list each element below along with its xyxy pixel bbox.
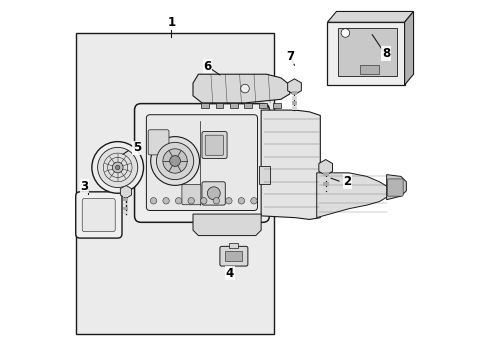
Text: 3: 3 [80, 180, 88, 193]
Circle shape [112, 162, 123, 173]
Bar [273, 103, 281, 108]
Bar [123, 194, 128, 197]
Circle shape [163, 149, 187, 173]
Bar [292, 86, 297, 90]
Circle shape [175, 198, 182, 204]
Bar [123, 203, 128, 206]
Polygon shape [259, 166, 270, 184]
Polygon shape [387, 175, 406, 200]
Circle shape [116, 165, 120, 170]
Circle shape [92, 141, 144, 193]
Bar [323, 187, 329, 191]
Circle shape [341, 29, 350, 37]
Bar [292, 91, 297, 95]
Bar [323, 172, 329, 176]
Bar [245, 103, 252, 108]
Bar [323, 182, 329, 186]
Bar [229, 243, 238, 248]
Text: 4: 4 [226, 267, 234, 280]
Bar [225, 251, 243, 261]
Bar [323, 167, 329, 171]
Circle shape [213, 198, 220, 204]
Bar [230, 103, 238, 108]
FancyBboxPatch shape [182, 185, 201, 205]
FancyBboxPatch shape [147, 115, 258, 211]
Bar [323, 177, 329, 181]
Text: 2: 2 [343, 175, 352, 188]
Bar [292, 96, 297, 100]
Bar [292, 107, 297, 110]
Text: 6: 6 [203, 60, 212, 73]
Polygon shape [193, 74, 290, 103]
Circle shape [98, 147, 138, 188]
Bar [201, 103, 209, 108]
Bar [360, 65, 379, 74]
FancyBboxPatch shape [82, 199, 115, 231]
Circle shape [156, 142, 194, 180]
Circle shape [238, 198, 245, 204]
Text: 5: 5 [133, 141, 141, 154]
Circle shape [225, 198, 232, 204]
Bar [259, 103, 267, 108]
Circle shape [170, 156, 180, 166]
Polygon shape [193, 214, 261, 235]
FancyBboxPatch shape [220, 246, 248, 266]
Bar [327, 22, 405, 85]
Bar [216, 103, 223, 108]
Polygon shape [327, 12, 414, 22]
Circle shape [251, 198, 257, 204]
Circle shape [150, 198, 157, 204]
Circle shape [151, 136, 199, 185]
Circle shape [163, 198, 170, 204]
Polygon shape [405, 12, 414, 85]
Bar [76, 33, 274, 334]
Text: 7: 7 [286, 50, 294, 63]
FancyBboxPatch shape [148, 130, 169, 155]
Text: 8: 8 [382, 47, 390, 60]
Text: 1: 1 [168, 16, 175, 29]
Bar [292, 102, 297, 105]
Circle shape [200, 198, 207, 204]
FancyBboxPatch shape [205, 135, 223, 155]
FancyBboxPatch shape [135, 104, 270, 222]
Polygon shape [317, 173, 389, 218]
Bar [123, 211, 128, 214]
FancyBboxPatch shape [76, 192, 122, 238]
Circle shape [188, 198, 195, 204]
FancyBboxPatch shape [202, 132, 227, 158]
Circle shape [207, 187, 220, 200]
Polygon shape [261, 110, 320, 220]
Circle shape [241, 84, 249, 93]
Bar [338, 28, 397, 76]
Bar [123, 198, 128, 201]
Bar [123, 207, 128, 210]
FancyBboxPatch shape [388, 179, 403, 196]
FancyBboxPatch shape [202, 182, 225, 205]
